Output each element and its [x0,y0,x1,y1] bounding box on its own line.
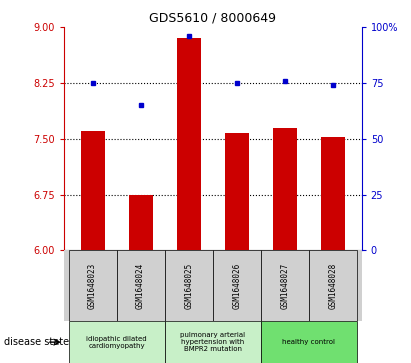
Bar [225,133,249,250]
Text: pulmonary arterial
hypertension with
BMPR2 mutation: pulmonary arterial hypertension with BMP… [180,332,245,352]
Text: GSM1648023: GSM1648023 [88,263,97,309]
Bar [261,250,309,321]
Text: GSM1648028: GSM1648028 [328,263,337,309]
Bar [165,321,261,363]
Bar [117,250,165,321]
Bar [321,137,345,250]
Bar [81,131,104,250]
Bar [69,321,165,363]
Bar [309,250,357,321]
Title: GDS5610 / 8000649: GDS5610 / 8000649 [149,12,276,25]
Bar [261,321,357,363]
Bar [69,250,117,321]
Bar [129,195,152,250]
Bar [165,250,213,321]
Bar [177,38,201,250]
Text: healthy control: healthy control [282,339,335,345]
Text: GSM1648026: GSM1648026 [232,263,241,309]
Text: idiopathic dilated
cardiomyopathy: idiopathic dilated cardiomyopathy [86,336,147,348]
Text: GSM1648025: GSM1648025 [184,263,193,309]
Text: GSM1648024: GSM1648024 [136,263,145,309]
Text: disease state: disease state [4,337,69,347]
Text: GSM1648027: GSM1648027 [280,263,289,309]
Bar [213,250,261,321]
Bar [273,128,297,250]
